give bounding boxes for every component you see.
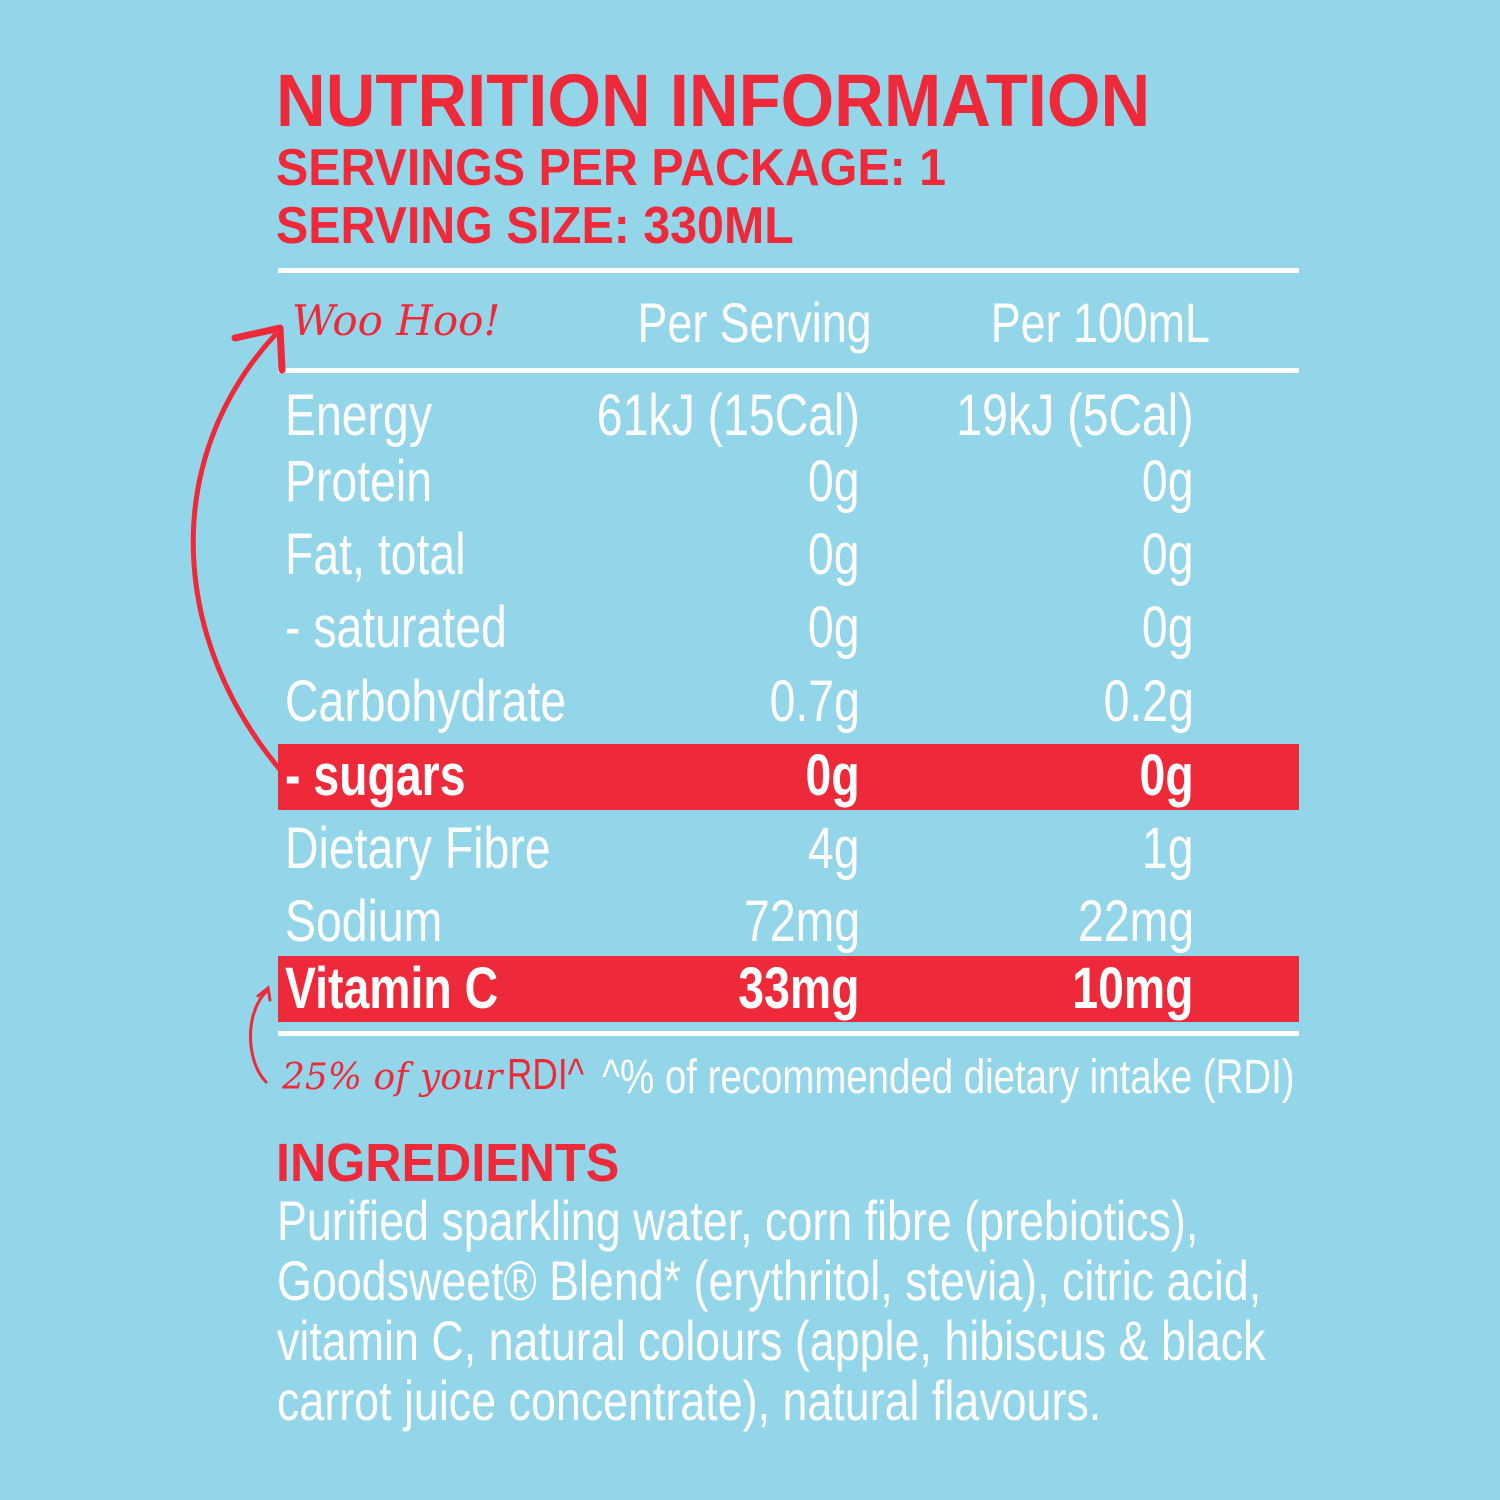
table-row: - saturated 0g 0g [0,594,1500,664]
per-100ml-value: 0.2g [1103,669,1194,734]
table-row: Dietary Fibre 4g 1g [0,815,1500,885]
ingredients-line: Purified sparkling water, corn fibre (pr… [277,1189,1199,1252]
per-serving-value: 0g [808,449,860,514]
per-serving-value: 61kJ (15Cal) [596,383,860,448]
table-row: Protein 0g 0g [0,448,1500,518]
arrowhead-icon [231,324,286,374]
per-100ml-value: 1g [1142,816,1194,881]
divider [278,368,1299,373]
table-row: Sodium 72mg 22mg [0,888,1500,958]
page-title: NUTRITION INFORMATION [276,59,1151,142]
column-header-per-serving: Per Serving [637,291,872,354]
per-100ml-value: 19kJ (5Cal) [956,383,1194,448]
woo-hoo-arrow-icon [190,332,285,775]
row-label: - sugars [285,743,466,808]
per-100ml-value: 22mg [1077,889,1194,954]
sugars-highlight [278,744,1299,810]
column-header-per-100ml: Per 100mL [990,291,1210,354]
divider [278,1031,1299,1036]
table-row-sugars: - sugars 0g 0g [0,742,1500,812]
rdi-footnote: ^% of recommended dietary intake (RDI) [602,1051,1295,1104]
row-label: Sodium [285,889,443,954]
rdi-arrowhead-icon [256,985,272,1002]
row-label: Carbohydrate [285,669,567,734]
serving-size: SERVING SIZE: 330ML [276,197,794,255]
per-serving-value: 0g [808,522,860,587]
per-100ml-value: 0g [1142,449,1194,514]
table-row-vitamin-c: Vitamin C 33mg 10mg [0,955,1500,1025]
row-label: Fat, total [285,522,466,587]
row-label: Vitamin C [285,956,499,1021]
servings-per-package: SERVINGS PER PACKAGE: 1 [276,139,947,197]
divider [278,268,1299,273]
rdi-callout-label: RDI^ [506,1050,584,1099]
table-row: Carbohydrate 0.7g 0.2g [0,668,1500,738]
row-label: Dietary Fibre [285,816,551,881]
row-label: Energy [285,383,433,448]
ingredients-heading: INGREDIENTS [276,1133,620,1193]
per-100ml-value: 0g [1139,743,1194,808]
row-label: - saturated [285,595,507,660]
per-100ml-value: 0g [1142,522,1194,587]
ingredients-line: Goodsweet® Blend* (erythritol, stevia), … [277,1249,1262,1312]
per-serving-value: 0g [805,743,860,808]
per-serving-value: 0g [808,595,860,660]
per-100ml-value: 10mg [1072,956,1194,1021]
table-row: Fat, total 0g 0g [0,521,1500,591]
ingredients-line: vitamin C, natural colours (apple, hibis… [277,1309,1266,1372]
ingredients-line: carrot juice concentrate), natural flavo… [277,1369,1102,1432]
vitamin-c-highlight [278,956,1299,1022]
row-label: Protein [285,449,433,514]
rdi-callout-script: 25% of your [282,1057,503,1098]
woo-hoo-callout: Woo Hoo! [292,296,501,345]
table-row: Energy 61kJ (15Cal) 19kJ (5Cal) [0,382,1500,452]
per-serving-value: 72mg [743,889,860,954]
rdi-arrow-icon [249,988,270,1084]
per-serving-value: 4g [808,816,860,881]
per-100ml-value: 0g [1142,595,1194,660]
per-serving-value: 33mg [738,956,860,1021]
per-serving-value: 0.7g [769,669,860,734]
rdi-callout: 25% of your RDI^ [282,1050,603,1100]
